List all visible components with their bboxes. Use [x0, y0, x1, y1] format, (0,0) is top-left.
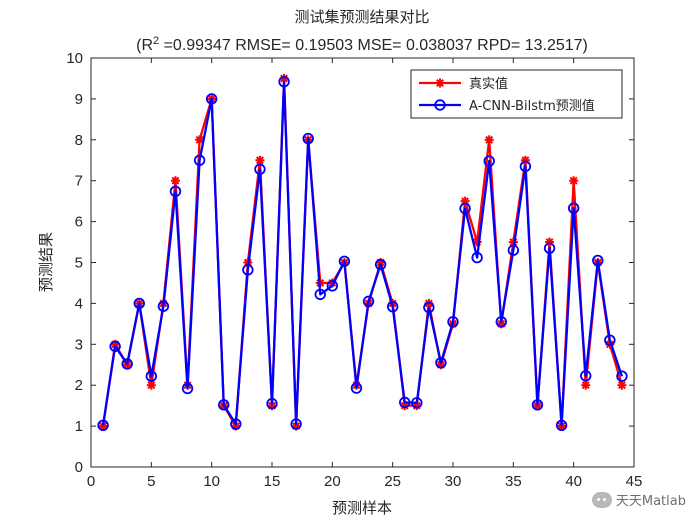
x-tick-label: 5	[147, 473, 155, 490]
series-2-point	[350, 382, 363, 394]
series-2-point	[254, 163, 266, 175]
series-2-point	[205, 93, 218, 105]
legend-marker	[434, 99, 446, 111]
series-2-line	[101, 80, 624, 427]
series-2-point	[423, 301, 435, 314]
series-2-point	[266, 397, 278, 410]
legend: 真实值 A-CNN-Bilstm预测值	[410, 69, 623, 119]
series-2-point	[145, 370, 158, 382]
series-2-point	[230, 418, 242, 430]
series-1-point	[98, 421, 108, 431]
y-tick-label: 10	[66, 50, 83, 67]
series-2-point	[592, 254, 604, 267]
series-2-point	[169, 185, 182, 198]
series-2-point	[121, 358, 133, 370]
x-tick-label: 40	[565, 473, 582, 490]
legend-label: 真实值	[469, 76, 508, 92]
series-2-point	[459, 202, 471, 215]
series-1-point	[195, 135, 205, 145]
series-2-point	[567, 202, 580, 214]
series-2-point	[543, 242, 556, 254]
series-2-point	[133, 297, 145, 310]
y-tick-label: 6	[75, 214, 83, 231]
subtitle-metrics: =0.99347 RMSE= 0.19503 MSE= 0.038037 RPD…	[159, 37, 588, 54]
series-2-point	[483, 155, 495, 167]
series-2-point	[447, 316, 459, 328]
y-tick-label: 8	[75, 132, 83, 149]
x-axis-label: 预测样本	[332, 499, 392, 517]
series-2-point	[471, 251, 483, 264]
series-2-point	[302, 132, 314, 145]
y-tick-label: 5	[75, 255, 83, 272]
x-tick-label: 30	[445, 473, 462, 490]
y-tick-label: 0	[75, 459, 83, 476]
plot-area	[97, 73, 628, 431]
series-2-point	[314, 288, 326, 301]
series-1-point	[146, 380, 156, 390]
y-tick-label: 2	[75, 377, 83, 394]
legend-label: A-CNN-Bilstm预测值	[469, 98, 595, 114]
x-tick-label: 0	[87, 473, 95, 490]
series-2-point	[374, 258, 387, 271]
series-2-point	[290, 418, 302, 430]
series-2-point	[278, 76, 290, 88]
series-2-point	[181, 382, 194, 395]
series-2-point	[604, 334, 616, 346]
watermark-text: 天天Matlab	[615, 494, 686, 509]
series-2-point	[386, 300, 399, 313]
chart-subtitle: (R2 =0.99347 RMSE= 0.19503 MSE= 0.038037…	[136, 35, 588, 54]
legend-box	[410, 69, 623, 119]
series-1-point	[170, 176, 180, 186]
x-tick-label: 15	[264, 473, 281, 490]
watermark: 天天Matlab	[591, 490, 686, 509]
series-1-point	[255, 155, 265, 165]
axes-box	[90, 57, 635, 468]
x-tick-label: 10	[203, 473, 220, 490]
series-1-point	[581, 380, 591, 390]
series-2-point	[242, 264, 254, 276]
series-2	[97, 76, 628, 431]
series-1-point	[484, 135, 494, 145]
legend-marker	[435, 78, 445, 88]
y-tick-label: 7	[75, 173, 83, 190]
series-2-point	[157, 300, 170, 312]
series-2-point	[399, 396, 411, 409]
y-tick-label: 1	[75, 418, 83, 435]
x-tick-label: 25	[384, 473, 401, 490]
series-2-point	[507, 244, 520, 256]
chart-title: 测试集预测结果对比	[294, 8, 429, 26]
series-2-point	[97, 419, 109, 431]
series-1-point	[617, 380, 627, 390]
series-2-point	[218, 399, 230, 411]
x-tick-label: 20	[324, 473, 341, 490]
series-1-point	[569, 176, 579, 186]
y-tick-label: 3	[75, 336, 83, 353]
series-2-point	[519, 160, 532, 173]
x-tick-label: 35	[505, 473, 522, 490]
series-2-point	[495, 316, 507, 328]
series-2-point	[362, 295, 375, 308]
series-2-point	[326, 280, 339, 292]
series-2-point	[109, 340, 121, 353]
series-2-point	[193, 154, 206, 166]
series-2-point	[580, 370, 592, 382]
series-2-point	[338, 255, 351, 267]
wechat-icon	[591, 491, 612, 508]
series-2-point	[435, 357, 447, 369]
series-2-point	[531, 399, 544, 411]
series-2-point	[555, 419, 568, 431]
y-tick-label: 9	[75, 91, 83, 108]
y-tick-label: 4	[75, 295, 83, 312]
series-2-point	[616, 370, 628, 382]
x-tick-label: 45	[626, 473, 643, 490]
series-2-point	[411, 397, 423, 409]
subtitle-r2-superscript: 2	[153, 35, 159, 47]
subtitle-r2-label: (R	[136, 37, 153, 54]
y-axis-label: 预测结果	[37, 232, 55, 292]
